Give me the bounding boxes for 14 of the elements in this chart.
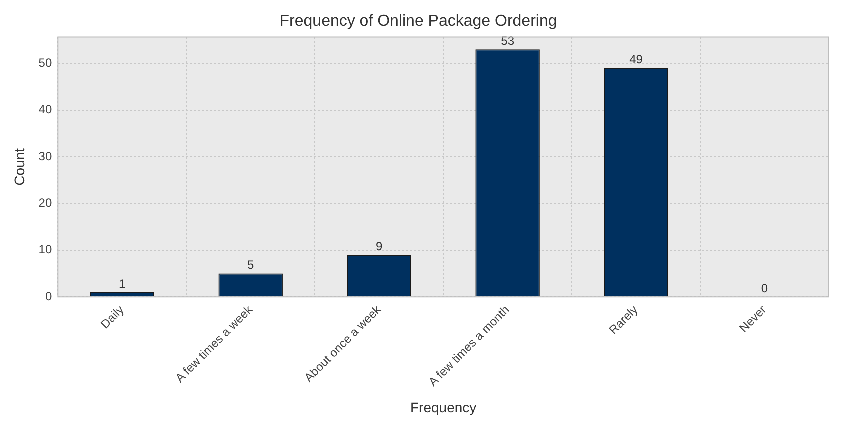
y-tick-label: 30 bbox=[38, 149, 52, 164]
x-axis-title: Frequency bbox=[410, 399, 477, 416]
data-label: 5 bbox=[248, 258, 255, 272]
y-tick-label: 40 bbox=[38, 102, 52, 117]
data-label: 1 bbox=[119, 276, 126, 291]
data-label: 49 bbox=[630, 52, 644, 67]
y-tick-label: 20 bbox=[38, 196, 52, 210]
data-label: 0 bbox=[761, 281, 768, 296]
y-tick-label: 0 bbox=[45, 289, 52, 304]
chart-title: Frequency of Online Package Ordering bbox=[280, 13, 558, 30]
y-axis-title: Count bbox=[11, 148, 28, 186]
data-label: 9 bbox=[376, 239, 383, 254]
y-tick-label: 50 bbox=[38, 56, 52, 70]
y-tick-label: 10 bbox=[38, 242, 52, 257]
